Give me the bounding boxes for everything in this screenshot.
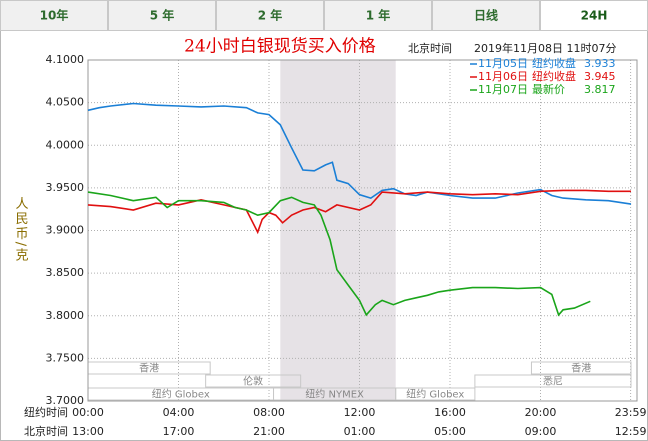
x-tick-label: 23:59 <box>615 406 647 419</box>
y-tick-label: 3.9000 <box>46 224 85 237</box>
y-axis-label: 人民币/克 <box>13 197 29 263</box>
x2-tick-label: 12:59 <box>615 425 647 438</box>
x-tick-label: 08:00 <box>253 406 285 419</box>
updated-time: 2019年11月08日 11时07分 <box>474 41 616 55</box>
y-tick-label: 4.0000 <box>46 138 85 151</box>
session-label: 悉尼 <box>543 376 563 388</box>
legend-name: 11月06日 <box>478 70 528 83</box>
session-box <box>530 361 632 375</box>
tab[interactable] <box>432 0 540 31</box>
legend-name: 11月05日 <box>478 57 528 70</box>
y-tick-label: 3.7000 <box>46 394 85 407</box>
legend-value: 3.933 <box>584 57 616 70</box>
session-box <box>395 387 476 401</box>
tab[interactable] <box>540 0 648 31</box>
x-tick-label: 00:00 <box>72 406 104 419</box>
session-label: 纽约 Globex <box>406 388 464 401</box>
x2-tick-label: 21:00 <box>253 425 285 438</box>
tab[interactable] <box>216 0 324 31</box>
tab-label[interactable]: 24H <box>581 9 608 23</box>
x2-tick-label: 17:00 <box>163 425 195 438</box>
x-tick-label: 12:00 <box>344 406 376 419</box>
tab[interactable] <box>0 0 108 31</box>
tab-label[interactable]: 5 年 <box>150 8 175 23</box>
y-tick-label: 4.0500 <box>46 96 85 109</box>
y-tick-label: 3.9500 <box>46 181 85 194</box>
session-box <box>205 374 302 388</box>
chart-title: 24小时白银现货买入价格 <box>184 37 376 57</box>
session-label: 香港 <box>571 363 591 375</box>
y-tick-label: 3.7500 <box>46 351 85 364</box>
legend-value: 3.817 <box>584 83 616 96</box>
session-label: 纽约 NYMEX <box>305 388 364 401</box>
session-label: 伦敦 <box>243 375 263 388</box>
series-line <box>87 102 632 205</box>
x2-row-label: 北京时间 <box>24 424 68 438</box>
updated-label: 北京时间 <box>408 41 452 55</box>
x2-tick-label: 01:00 <box>344 425 376 438</box>
legend-label: 纽约收盘 <box>532 56 576 70</box>
tab[interactable] <box>324 0 432 31</box>
session-label: 香港 <box>139 363 159 375</box>
y-tick-label: 3.8000 <box>46 309 85 322</box>
y-tick-label: 4.1000 <box>46 53 85 66</box>
session-label: 纽约 Globex <box>152 388 210 401</box>
x2-tick-label: 13:00 <box>72 425 104 438</box>
x-tick-label: 16:00 <box>434 406 466 419</box>
legend-label: 纽约收盘 <box>532 69 576 83</box>
legend-label: 最新价 <box>532 82 565 96</box>
tab-label[interactable]: 2 年 <box>258 8 283 23</box>
tab-label[interactable]: 1 年 <box>366 8 391 23</box>
y-tick-label: 3.8500 <box>46 266 85 279</box>
legend-value: 3.945 <box>584 70 616 83</box>
legend-name: 11月07日 <box>478 83 528 96</box>
series-line <box>87 191 591 317</box>
tab-label[interactable]: 日线 <box>474 8 498 23</box>
x-tick-label: 20:00 <box>525 406 557 419</box>
x2-tick-label: 09:00 <box>525 425 557 438</box>
plot-frame <box>87 59 638 402</box>
x-tick-label: 04:00 <box>163 406 195 419</box>
shaded-range <box>280 60 396 401</box>
session-box <box>474 374 632 388</box>
x-row-label: 纽约时间 <box>24 405 68 419</box>
x2-tick-label: 05:00 <box>434 425 466 438</box>
tab-label[interactable]: 10年 <box>40 8 69 23</box>
tab[interactable] <box>108 0 216 31</box>
